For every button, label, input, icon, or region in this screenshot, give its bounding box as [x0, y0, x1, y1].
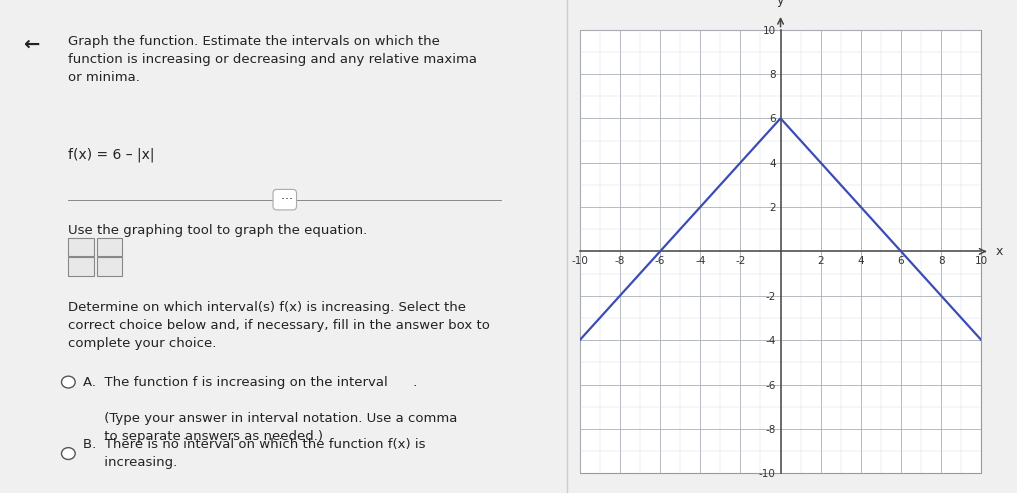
Text: Use the graphing tool to graph the equation.: Use the graphing tool to graph the equat…: [68, 224, 367, 237]
Text: f(x) = 6 – |x|: f(x) = 6 – |x|: [68, 148, 155, 162]
Circle shape: [61, 448, 75, 459]
Text: B.  There is no interval on which the function f(x) is
     increasing.: B. There is no interval on which the fun…: [82, 438, 425, 469]
Text: A.  The function f is increasing on the interval      .: A. The function f is increasing on the i…: [82, 376, 417, 388]
FancyBboxPatch shape: [97, 238, 122, 256]
Text: x: x: [996, 245, 1003, 258]
FancyBboxPatch shape: [97, 257, 122, 276]
Text: Graph the function. Estimate the intervals on which the
function is increasing o: Graph the function. Estimate the interva…: [68, 35, 477, 83]
Text: (Type your answer in interval notation. Use a comma
     to separate answers as : (Type your answer in interval notation. …: [82, 412, 457, 443]
FancyBboxPatch shape: [68, 257, 94, 276]
Text: y: y: [777, 0, 784, 7]
Circle shape: [61, 376, 75, 388]
FancyBboxPatch shape: [68, 238, 94, 256]
Text: Determine on which interval(s) f(x) is increasing. Select the
correct choice bel: Determine on which interval(s) f(x) is i…: [68, 301, 490, 350]
Text: ···: ···: [277, 193, 293, 206]
Text: ←: ←: [22, 35, 40, 54]
